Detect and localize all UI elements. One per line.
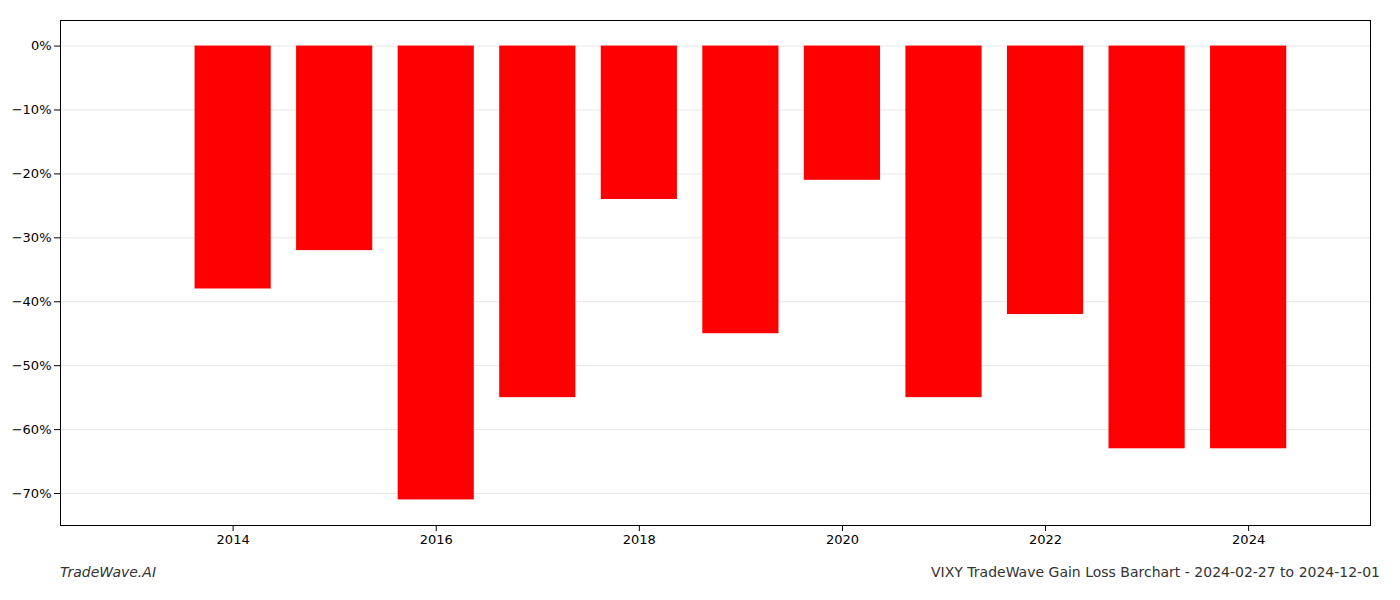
svg-text:2020: 2020 bbox=[826, 532, 859, 547]
svg-text:2018: 2018 bbox=[623, 532, 656, 547]
svg-text:−30%: −30% bbox=[12, 230, 52, 245]
html-text:TradeWave.AI: TradeWave.AI bbox=[60, 564, 156, 580]
svg-text:−10%: −10% bbox=[12, 102, 52, 117]
svg-text:−70%: −70% bbox=[12, 486, 52, 501]
svg-text:2014: 2014 bbox=[217, 532, 250, 547]
svg-text:−40%: −40% bbox=[12, 294, 52, 309]
svg-text:2024: 2024 bbox=[1232, 532, 1265, 547]
svg-text:−50%: −50% bbox=[12, 358, 52, 373]
svg-text:2022: 2022 bbox=[1029, 532, 1062, 547]
svg-text:−60%: −60% bbox=[12, 422, 52, 437]
svg-text:2016: 2016 bbox=[420, 532, 453, 547]
svg-text:−20%: −20% bbox=[12, 166, 52, 181]
html-text:VIXY TradeWave Gain Loss Barch: VIXY TradeWave Gain Loss Barchart - 2024… bbox=[931, 564, 1380, 580]
svg-text:0%: 0% bbox=[31, 38, 52, 53]
